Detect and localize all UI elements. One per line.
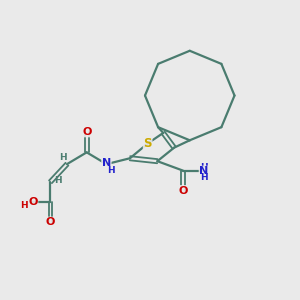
Text: H: H: [20, 201, 28, 210]
Text: N: N: [199, 166, 208, 176]
Text: H: H: [54, 176, 62, 184]
Text: H: H: [59, 153, 66, 162]
Text: N: N: [102, 158, 111, 168]
Text: S: S: [143, 137, 152, 150]
Text: H: H: [107, 166, 115, 175]
Text: H: H: [200, 173, 208, 182]
Text: O: O: [178, 186, 188, 196]
Text: O: O: [82, 127, 92, 137]
Text: H: H: [200, 163, 208, 172]
Text: O: O: [46, 217, 55, 227]
Text: O: O: [28, 197, 38, 207]
